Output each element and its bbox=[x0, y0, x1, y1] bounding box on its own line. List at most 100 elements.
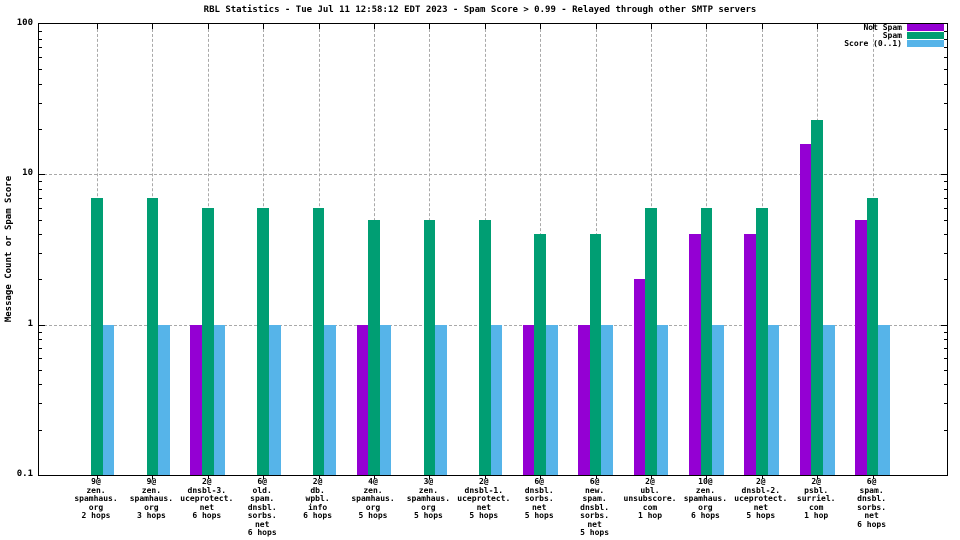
y-tick bbox=[39, 174, 45, 176]
y-tick bbox=[944, 403, 947, 405]
x-tick-label-line: net bbox=[254, 519, 270, 529]
y-tick bbox=[39, 339, 42, 341]
legend-row: Not Spam bbox=[844, 22, 944, 32]
x-tick-label-line: 6 hops bbox=[192, 511, 222, 520]
y-tick bbox=[944, 358, 947, 360]
x-tick-label-line: uceprotect. bbox=[734, 494, 788, 503]
legend-swatch bbox=[907, 23, 944, 31]
legend-label: Spam bbox=[882, 30, 902, 40]
bar-score-0-1- bbox=[379, 324, 392, 475]
y-tick bbox=[944, 102, 947, 104]
x-tick-label-line: 6 hops bbox=[247, 528, 277, 537]
chart-title: RBL Statistics - Tue Jul 11 12:58:12 EDT… bbox=[203, 5, 757, 15]
bar-score-0-1- bbox=[767, 324, 780, 475]
y-tick bbox=[941, 174, 947, 176]
y-tick bbox=[39, 207, 42, 209]
x-tick-label-line: 9@ bbox=[91, 477, 101, 486]
y-tick bbox=[39, 358, 42, 360]
x-tick-bottom bbox=[263, 475, 265, 479]
x-tick-label-line: org bbox=[421, 502, 436, 512]
x-tick-label-line: unsubscore. bbox=[623, 494, 677, 503]
x-tick-top bbox=[595, 24, 597, 29]
bar-score-0-1- bbox=[712, 324, 724, 475]
bar-spam bbox=[202, 207, 214, 475]
x-tick-bottom bbox=[374, 475, 375, 479]
x-tick-label-line: zen. bbox=[695, 485, 716, 495]
x-tick-label-line: net bbox=[587, 519, 602, 529]
x-tick-label-line: org bbox=[88, 502, 104, 512]
y-tick bbox=[944, 197, 947, 199]
x-tick-bottom bbox=[761, 475, 763, 479]
x-tick-label: 4@ zen. spamhaus. org 5 hops bbox=[337, 477, 409, 521]
y-tick bbox=[941, 324, 947, 326]
y-tick bbox=[944, 279, 947, 281]
x-tick-label-line: 6 hops bbox=[690, 511, 720, 520]
x-tick-label-line: 6@ bbox=[589, 477, 600, 486]
x-tick-label-line: info bbox=[307, 502, 328, 512]
bar-spam bbox=[866, 197, 879, 475]
x-tick-label: 2@ dnsbl-2. uceprotect. net 5 hops bbox=[725, 477, 797, 521]
x-tick-bottom bbox=[872, 475, 874, 479]
y-tick bbox=[39, 83, 42, 85]
bar-not-spam bbox=[855, 219, 867, 475]
x-tick-label-line: net bbox=[531, 502, 547, 512]
x-tick-label-line: 10@ bbox=[698, 477, 713, 486]
y-tick bbox=[39, 219, 42, 221]
x-tick-label: 6@ spam. dnsbl. sorbs. net 6 hops bbox=[836, 477, 908, 529]
x-tick-label: 2@ ubl. unsubscore. com 1 hop bbox=[614, 477, 686, 521]
bar-not-spam bbox=[356, 324, 369, 475]
x-tick-label-line: spamhaus. bbox=[74, 494, 118, 503]
x-tick-label-line: spamhaus. bbox=[351, 494, 395, 503]
x-tick-bottom bbox=[595, 475, 597, 479]
y-tick bbox=[39, 181, 42, 183]
x-tick-bottom bbox=[817, 475, 819, 479]
x-tick-label-line: 3@ bbox=[423, 477, 434, 486]
bar-spam bbox=[534, 234, 546, 475]
bar-score-0-1- bbox=[102, 324, 115, 475]
y-tick bbox=[39, 129, 42, 131]
x-tick-label-line: 5 hops bbox=[524, 511, 554, 520]
legend-swatch bbox=[907, 39, 944, 47]
y-axis-title: Message Count or Spam Score bbox=[4, 175, 14, 323]
bar-score-0-1- bbox=[213, 324, 226, 475]
bar-score-0-1- bbox=[435, 324, 447, 475]
x-tick-label-line: zen. bbox=[363, 485, 383, 495]
bar-score-0-1- bbox=[158, 324, 170, 475]
x-tick-bottom bbox=[152, 475, 154, 479]
x-tick-label-line: dnsbl. bbox=[524, 485, 554, 495]
x-tick-top bbox=[484, 24, 486, 29]
y-tick bbox=[944, 47, 947, 49]
x-tick-label-line: uceprotect. bbox=[457, 494, 511, 503]
x-tick-bottom bbox=[207, 475, 209, 479]
x-tick-label: 2@ psbl. surriel. com 1 hop bbox=[780, 477, 852, 521]
bar-not-spam bbox=[522, 324, 535, 475]
x-tick-label-line: 4@ bbox=[368, 477, 378, 486]
legend-label: Not Spam bbox=[863, 22, 902, 32]
bar-spam bbox=[645, 207, 657, 475]
x-tick-label-line: org bbox=[698, 502, 713, 512]
x-tick-label-line: 6@ bbox=[534, 477, 544, 486]
x-tick-label-line: spamhaus. bbox=[129, 494, 174, 503]
y-tick bbox=[39, 324, 45, 326]
horizontal-gridline bbox=[39, 174, 947, 176]
x-tick-label-line: net bbox=[753, 502, 769, 512]
bar-spam bbox=[700, 207, 713, 475]
x-tick-label-line: spamhaus. bbox=[683, 494, 728, 503]
x-tick-label-line: org bbox=[144, 502, 159, 512]
y-tick bbox=[39, 429, 42, 431]
bar-score-0-1- bbox=[878, 324, 890, 475]
x-tick-top bbox=[207, 24, 209, 29]
x-tick-label-line: ubl. bbox=[640, 485, 660, 495]
x-tick-top bbox=[429, 24, 431, 29]
x-tick-label-line: 6 hops bbox=[857, 519, 887, 529]
y-tick bbox=[39, 252, 42, 254]
x-tick-label: 2@ dnsbl-1. uceprotect. net 5 hops bbox=[448, 477, 520, 521]
x-tick-bottom bbox=[540, 475, 542, 479]
x-tick-label-line: org bbox=[365, 502, 381, 512]
y-tick bbox=[39, 331, 42, 333]
y-tick bbox=[944, 429, 947, 431]
x-tick-label-line: spam. bbox=[859, 485, 884, 495]
y-tick bbox=[39, 279, 42, 281]
bar-spam bbox=[589, 234, 602, 475]
